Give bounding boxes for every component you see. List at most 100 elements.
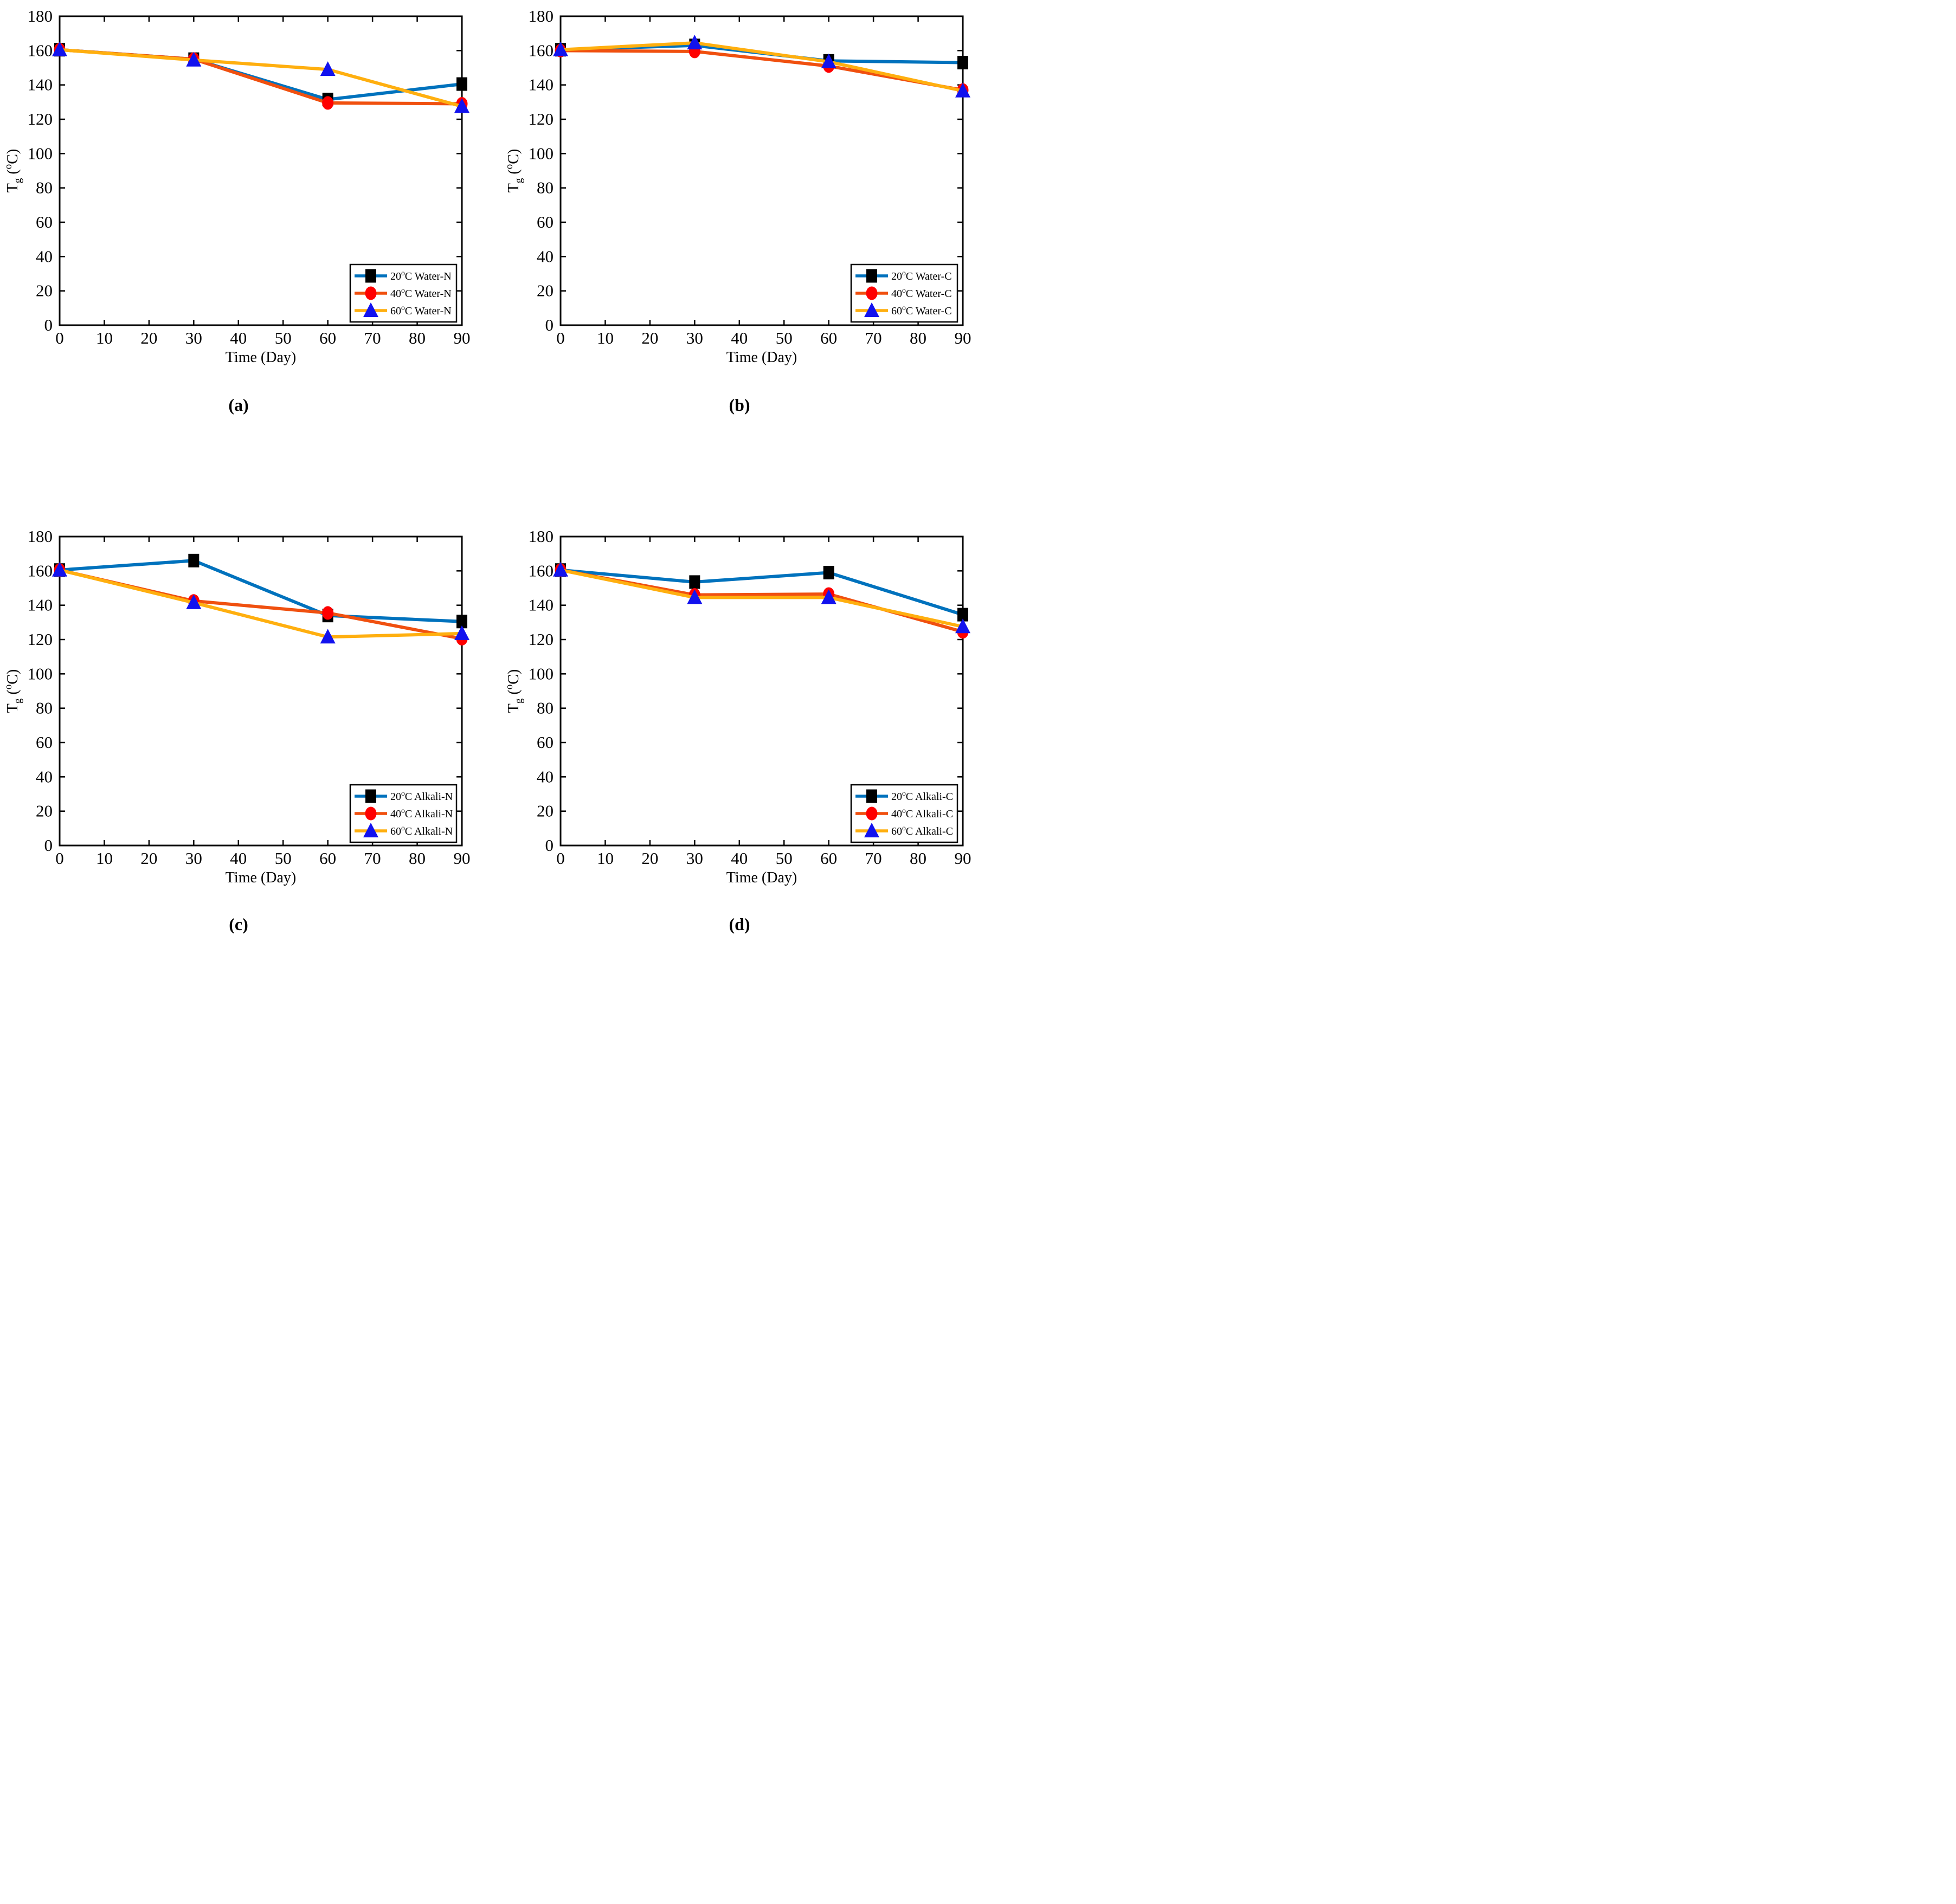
data-point-marker <box>52 41 67 56</box>
legend-marker <box>866 789 877 803</box>
legend-entry-label: 40oC Water-C <box>891 286 952 300</box>
x-tick-label: 60 <box>820 849 837 868</box>
x-tick-label: 10 <box>96 328 113 347</box>
x-axis-label: Time (Day) <box>726 349 797 366</box>
legend-entry-label: 60oC Alkali-N <box>390 824 453 837</box>
data-point-marker <box>955 618 970 634</box>
x-tick-label: 80 <box>409 328 426 347</box>
y-tick-label: 160 <box>529 41 554 60</box>
x-tick-label: 90 <box>955 328 971 347</box>
data-point-marker <box>957 56 968 69</box>
chart-water-c: 0 10 20 30 40 50 60 70 80 90 0 20 40 60 80 100 120 140 160… <box>504 7 971 366</box>
y-tick-label: 60 <box>36 212 53 231</box>
series-line <box>59 559 462 623</box>
y-tick-label: 100 <box>529 664 554 683</box>
series-line <box>560 568 963 616</box>
series-line <box>560 568 963 629</box>
y-tick-label: 160 <box>529 561 554 580</box>
y-tick-label: 80 <box>537 178 554 197</box>
x-tick-label: 0 <box>55 328 64 347</box>
x-tick-label: 0 <box>55 849 64 868</box>
x-tick-label: 90 <box>454 328 471 347</box>
y-tick-label: 20 <box>36 802 53 821</box>
chart-alkali-c: 0 10 20 30 40 50 60 70 80 90 0 20 40 60 80 100 120 140 160… <box>504 527 971 886</box>
legend-marker <box>866 269 877 283</box>
caption-a: (a) <box>228 395 249 415</box>
data-point-marker <box>454 98 469 113</box>
panel-b: 0 10 20 30 40 50 60 70 80 90 0 20 40 60 80 100 120 140 160… <box>504 5 973 526</box>
data-point-marker <box>322 96 334 110</box>
x-tick-label: 40 <box>230 849 247 868</box>
data-point-marker <box>186 51 202 67</box>
y-tick-label: 120 <box>529 109 554 128</box>
x-tick-label: 20 <box>140 328 157 347</box>
x-tick-label: 80 <box>910 328 926 347</box>
series-line <box>59 568 462 641</box>
x-tick-label: 80 <box>910 849 926 868</box>
y-tick-label: 0 <box>44 836 53 855</box>
y-tick-label: 160 <box>28 561 53 580</box>
y-axis-label: Tg (oC) <box>3 149 24 192</box>
x-tick-label: 40 <box>731 849 748 868</box>
series-line <box>59 48 462 106</box>
legend-marker <box>363 302 378 317</box>
y-tick-label: 60 <box>36 733 53 752</box>
x-tick-label: 20 <box>140 849 157 868</box>
caption-d: (d) <box>729 914 750 934</box>
x-tick-label: 30 <box>185 328 202 347</box>
legend-marker <box>866 806 878 821</box>
series-line <box>59 568 462 639</box>
data-point-marker <box>687 589 703 604</box>
series-line <box>59 48 462 101</box>
page: { "figure": { "background": "#ffffff", "… <box>2 5 973 934</box>
legend-entry-label: 40oC Alkali-N <box>390 806 453 820</box>
y-axis-label: Tg (oC) <box>504 669 525 713</box>
y-tick-label: 180 <box>529 527 554 546</box>
y-tick-label: 60 <box>537 212 554 231</box>
x-tick-label: 60 <box>319 328 336 347</box>
y-tick-label: 60 <box>537 733 554 752</box>
data-point-marker <box>689 575 700 589</box>
data-point-marker <box>821 589 837 604</box>
y-tick-label: 80 <box>537 699 554 718</box>
panel-c: 0 10 20 30 40 50 60 70 80 90 0 20 40 60 80 100 120 140 160… <box>3 526 472 934</box>
x-tick-label: 70 <box>865 328 882 347</box>
chart-alkali-n: 0 10 20 30 40 50 60 70 80 90 0 20 40 60 80 100 120 140 160… <box>3 527 471 886</box>
legend-entry-label: 40oC Water-N <box>390 286 452 300</box>
data-point-marker <box>188 553 200 567</box>
data-point-marker <box>454 625 469 640</box>
data-point-marker <box>553 41 568 56</box>
y-tick-label: 20 <box>36 281 53 300</box>
x-tick-label: 50 <box>275 849 292 868</box>
x-tick-label: 60 <box>319 849 336 868</box>
y-tick-label: 120 <box>28 109 53 128</box>
y-tick-label: 40 <box>36 767 53 786</box>
legend-entry-label: 60oC Alkali-C <box>891 824 953 837</box>
x-tick-label: 90 <box>955 849 971 868</box>
legend-entry-label: 20oC Alkali-C <box>891 789 953 803</box>
y-tick-label: 140 <box>529 596 554 615</box>
x-tick-label: 40 <box>230 328 247 347</box>
x-tick-label: 40 <box>731 328 748 347</box>
x-tick-label: 10 <box>96 849 113 868</box>
x-tick-label: 30 <box>686 328 703 347</box>
y-tick-label: 100 <box>28 664 53 683</box>
y-tick-label: 20 <box>537 802 554 821</box>
plot-frame <box>59 535 463 847</box>
y-tick-label: 140 <box>28 596 53 615</box>
legend-entry-label: 20oC Water-C <box>891 269 952 282</box>
data-point-marker <box>955 82 970 98</box>
x-tick-label: 0 <box>556 328 565 347</box>
legend-marker <box>365 286 377 300</box>
x-tick-label: 60 <box>820 328 837 347</box>
x-tick-label: 50 <box>776 328 793 347</box>
series-line <box>59 48 462 108</box>
caption-c: (c) <box>229 914 248 934</box>
y-tick-label: 80 <box>36 178 53 197</box>
legend-entry-label: 40oC Alkali-C <box>891 806 953 820</box>
x-tick-label: 0 <box>556 849 565 868</box>
legend-entry-label: 20oC Alkali-N <box>390 789 453 803</box>
y-tick-label: 120 <box>529 630 554 649</box>
series-line <box>560 49 963 92</box>
x-tick-label: 30 <box>686 849 703 868</box>
